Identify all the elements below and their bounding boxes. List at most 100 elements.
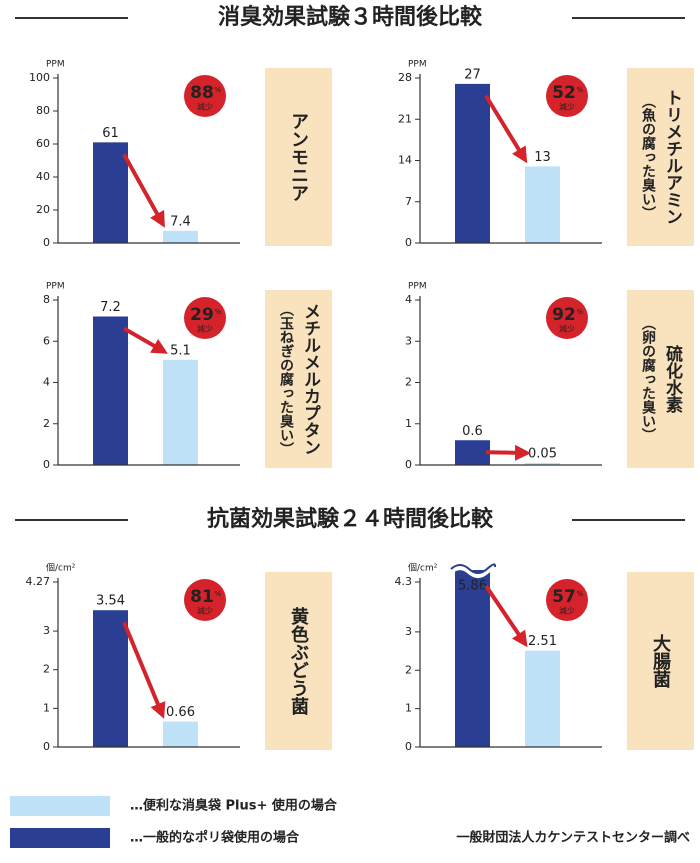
bar xyxy=(525,650,560,747)
y-tick-label: 1 xyxy=(43,701,50,714)
chart-title: 大腸菌 xyxy=(650,633,671,689)
y-tick-label: 6 xyxy=(43,334,50,347)
reduction-value: 88 xyxy=(190,83,214,103)
name-box xyxy=(627,68,694,246)
reduction-unit: % xyxy=(215,86,222,94)
bar xyxy=(93,316,128,465)
y-tick-label: 2 xyxy=(43,663,50,676)
name-box xyxy=(265,572,332,750)
reduction-value: 52 xyxy=(552,83,576,103)
bar xyxy=(93,610,128,747)
section-title: 消臭効果試験３時間後比較 xyxy=(218,4,483,30)
chart-subtitle: （玉ねぎの腐った臭い） xyxy=(278,302,295,456)
y-tick-label: 40 xyxy=(36,170,50,183)
reduction-badge xyxy=(184,297,226,339)
bar xyxy=(455,83,490,243)
y-tick-label: 4.3 xyxy=(395,575,413,588)
y-tick-label: 2 xyxy=(43,417,50,430)
chart-subtitle: （魚の腐った臭い） xyxy=(640,94,657,220)
data-label: 3.54 xyxy=(96,594,125,609)
y-tick-label: 0 xyxy=(405,458,412,471)
data-label: 7.4 xyxy=(170,214,191,229)
reduction-arrow xyxy=(122,153,165,228)
bar xyxy=(93,142,128,243)
reduction-unit: % xyxy=(215,590,222,598)
legend-label: …一般的なポリ袋使用の場合 xyxy=(130,830,300,846)
data-label: 27 xyxy=(464,67,481,82)
reduction-badge xyxy=(546,579,588,621)
reduction-label: 減少 xyxy=(197,102,213,112)
y-tick-label: 14 xyxy=(398,154,412,167)
reduction-arrow xyxy=(484,584,528,648)
bar xyxy=(163,359,198,465)
y-tick-label: 4.27 xyxy=(26,575,51,588)
y-unit: PPM xyxy=(408,60,427,70)
chart-subtitle: （卵の腐った臭い） xyxy=(640,316,657,442)
y-tick-label: 80 xyxy=(36,104,50,117)
reduction-unit: % xyxy=(577,308,584,316)
name-box xyxy=(627,572,694,750)
chart-panel: 大腸菌 個/cm² 0 1 2 3 4.3 5.86 2.51 57 %減少 xyxy=(395,562,694,753)
source: 一般財団法人カケンテストセンター調べ xyxy=(456,830,690,846)
y-tick-label: 0 xyxy=(43,458,50,471)
y-tick-label: 1 xyxy=(405,417,412,430)
legend-swatch xyxy=(10,796,110,816)
y-tick-label: 28 xyxy=(398,71,412,84)
y-tick-label: 2 xyxy=(405,663,412,676)
reduction-unit: % xyxy=(577,590,584,598)
reduction-unit: % xyxy=(577,86,584,94)
reduction-badge xyxy=(546,297,588,339)
y-tick-label: 100 xyxy=(29,71,50,84)
data-label: 13 xyxy=(534,150,551,165)
reduction-unit: % xyxy=(215,308,222,316)
y-tick-label: 4 xyxy=(405,293,412,306)
data-label: 5.1 xyxy=(170,343,191,358)
reduction-arrow xyxy=(123,326,168,354)
reduction-arrow xyxy=(484,94,528,164)
chart-panel: 硫化水素 （卵の腐った臭い） PPM 0 1 2 3 4 0.6 0.05 92 %減少 xyxy=(405,282,694,471)
chart-title: 硫化水素 xyxy=(662,344,683,414)
bar xyxy=(163,721,198,747)
y-tick-label: 0 xyxy=(43,740,50,753)
y-tick-label: 0 xyxy=(405,236,412,249)
bar xyxy=(525,462,560,465)
bar xyxy=(455,440,490,465)
y-tick-label: 60 xyxy=(36,137,50,150)
reduction-value: 81 xyxy=(190,587,214,607)
y-tick-label: 1 xyxy=(405,702,412,715)
chart-panel: アンモニア PPM 0 20 40 60 80 100 61 7.4 88 %減少 xyxy=(29,60,332,249)
name-box xyxy=(627,290,694,468)
chart-panel: 黄色ぶどう菌 個/cm² 0 1 2 3 4.27 3.54 0.66 81 %減少 xyxy=(26,562,332,753)
name-box xyxy=(265,68,332,246)
chart-title: メチルメルカプタン xyxy=(300,303,321,456)
axis-break-edge xyxy=(450,563,497,574)
reduction-badge xyxy=(546,75,588,117)
reduction-value: 29 xyxy=(190,305,214,325)
reduction-label: 減少 xyxy=(559,102,575,112)
name-box xyxy=(265,290,332,468)
chart-title: アンモニア xyxy=(288,112,309,202)
y-tick-label: 4 xyxy=(43,376,50,389)
bar xyxy=(525,166,560,243)
y-unit: PPM xyxy=(46,60,65,70)
data-label: 0.05 xyxy=(528,446,557,461)
data-label: 7.2 xyxy=(100,300,121,315)
reduction-badge xyxy=(184,75,226,117)
y-unit: PPM xyxy=(46,282,65,292)
reduction-value: 57 xyxy=(552,587,576,607)
y-tick-label: 7 xyxy=(405,195,412,208)
section-title: 抗菌効果試験２４時間後比較 xyxy=(207,506,494,532)
data-label: 2.51 xyxy=(528,634,557,649)
reduction-arrow xyxy=(122,621,166,719)
data-label: 0.66 xyxy=(166,705,195,720)
chart-panel: メチルメルカプタン （玉ねぎの腐った臭い） PPM 0 2 4 6 8 7.2 5.1 29 %減少 xyxy=(43,282,332,471)
data-label: 5.86 xyxy=(458,579,487,594)
reduction-value: 92 xyxy=(552,305,576,325)
y-tick-label: 0 xyxy=(43,236,50,249)
chart-panel: トリメチルアミン （魚の腐った臭い） PPM 0 7 14 21 28 27 13 52 %減少 xyxy=(398,60,694,249)
chart-title: 黄色ぶどう菌 xyxy=(288,606,309,716)
y-tick-label: 8 xyxy=(43,293,50,306)
y-tick-label: 3 xyxy=(43,624,50,637)
bar xyxy=(163,230,198,243)
